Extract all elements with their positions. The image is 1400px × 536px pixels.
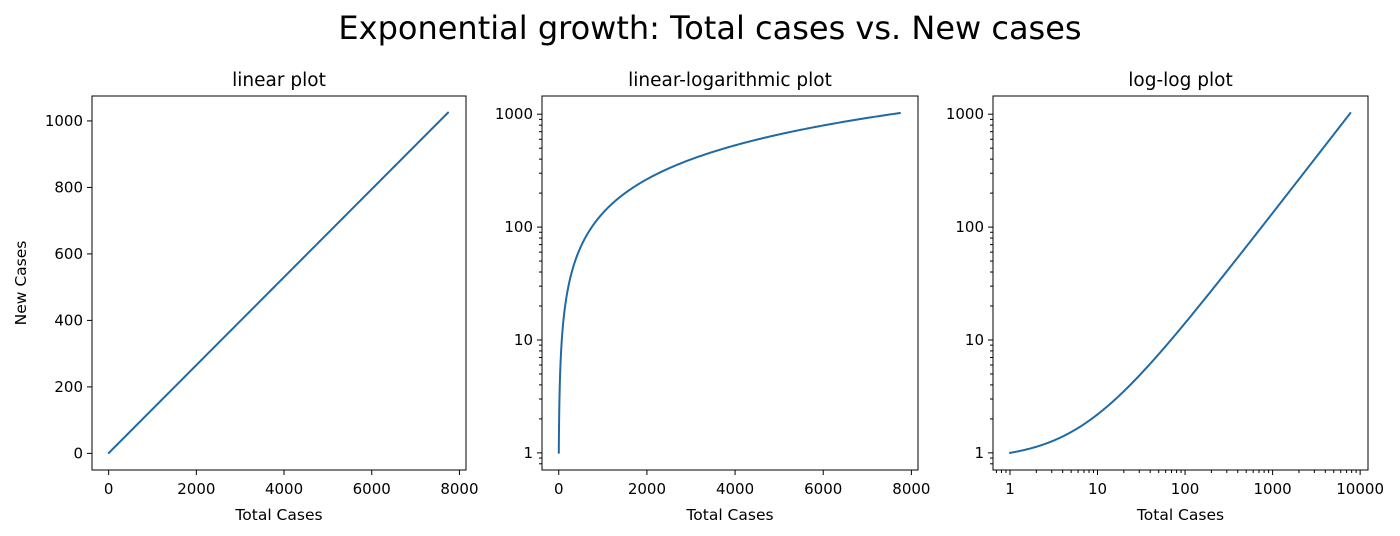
axes-frame bbox=[992, 95, 1369, 471]
y-axis-label: New Cases bbox=[12, 241, 30, 326]
data-series-line bbox=[107, 111, 450, 455]
y-tick-label: 400 bbox=[54, 311, 83, 329]
y-tick-label: 200 bbox=[54, 378, 83, 396]
y-tick-label: 10 bbox=[965, 331, 984, 349]
x-tick-label: 100 bbox=[1171, 480, 1200, 498]
y-tick-label: 1000 bbox=[495, 105, 533, 123]
x-tick-label: 2000 bbox=[177, 480, 215, 498]
chart-panel-2: 0 2000 4000 6000 8000 1 10 100 1000 linear-logari… bbox=[495, 70, 931, 524]
y-tick-label: 100 bbox=[504, 218, 533, 236]
y-tick-label: 1 bbox=[974, 444, 984, 462]
panel-title: log-log plot bbox=[1128, 70, 1232, 91]
x-tick-label: 1000 bbox=[1253, 480, 1291, 498]
x-axis-label: Total Cases bbox=[685, 506, 773, 524]
axes-frame bbox=[541, 95, 919, 471]
x-tick-label: 6000 bbox=[353, 480, 391, 498]
y-tick-label: 10 bbox=[514, 331, 533, 349]
y-tick-label: 0 bbox=[73, 444, 83, 462]
y-tick-label: 600 bbox=[54, 245, 83, 263]
axes-frame bbox=[91, 95, 467, 471]
y-tick-label: 1000 bbox=[45, 112, 83, 130]
chart-panel-1: 0 2000 4000 6000 8000 0 200 400 600 800 1000 linear… bbox=[12, 70, 479, 524]
panels: 0 2000 4000 6000 800002004006008001000linear… bbox=[12, 70, 1384, 524]
y-tick-label: 800 bbox=[54, 178, 83, 196]
y-tick-label: 1000 bbox=[946, 105, 984, 123]
x-tick-label: 10000 bbox=[1336, 480, 1384, 498]
x-axis-label: Total Cases bbox=[1136, 506, 1224, 524]
data-series-line bbox=[557, 112, 901, 454]
figure-title: Exponential growth: Total cases vs. New … bbox=[338, 9, 1081, 47]
x-tick-label: 1 bbox=[1005, 480, 1015, 498]
x-tick-label: 4000 bbox=[265, 480, 303, 498]
chart-panel-3: 1 10 100 1000 10000 1 10 100 1000 log-log plot Tot… bbox=[946, 70, 1384, 524]
x-tick-label: 8000 bbox=[440, 480, 478, 498]
y-tick-label: 1 bbox=[523, 444, 533, 462]
x-tick-label: 8000 bbox=[892, 480, 930, 498]
x-tick-label: 0 bbox=[104, 480, 114, 498]
y-tick-label: 100 bbox=[955, 218, 984, 236]
x-tick-label: 10 bbox=[1088, 480, 1107, 498]
x-tick-label: 0 bbox=[554, 480, 564, 498]
x-tick-label: 4000 bbox=[716, 480, 754, 498]
x-axis-label: Total Cases bbox=[234, 506, 322, 524]
panel-title: linear-logarithmic plot bbox=[628, 70, 832, 91]
panel-title: linear plot bbox=[232, 70, 326, 91]
x-tick-label: 2000 bbox=[628, 480, 666, 498]
x-tick-label: 6000 bbox=[804, 480, 842, 498]
data-series-line bbox=[1008, 112, 1352, 454]
